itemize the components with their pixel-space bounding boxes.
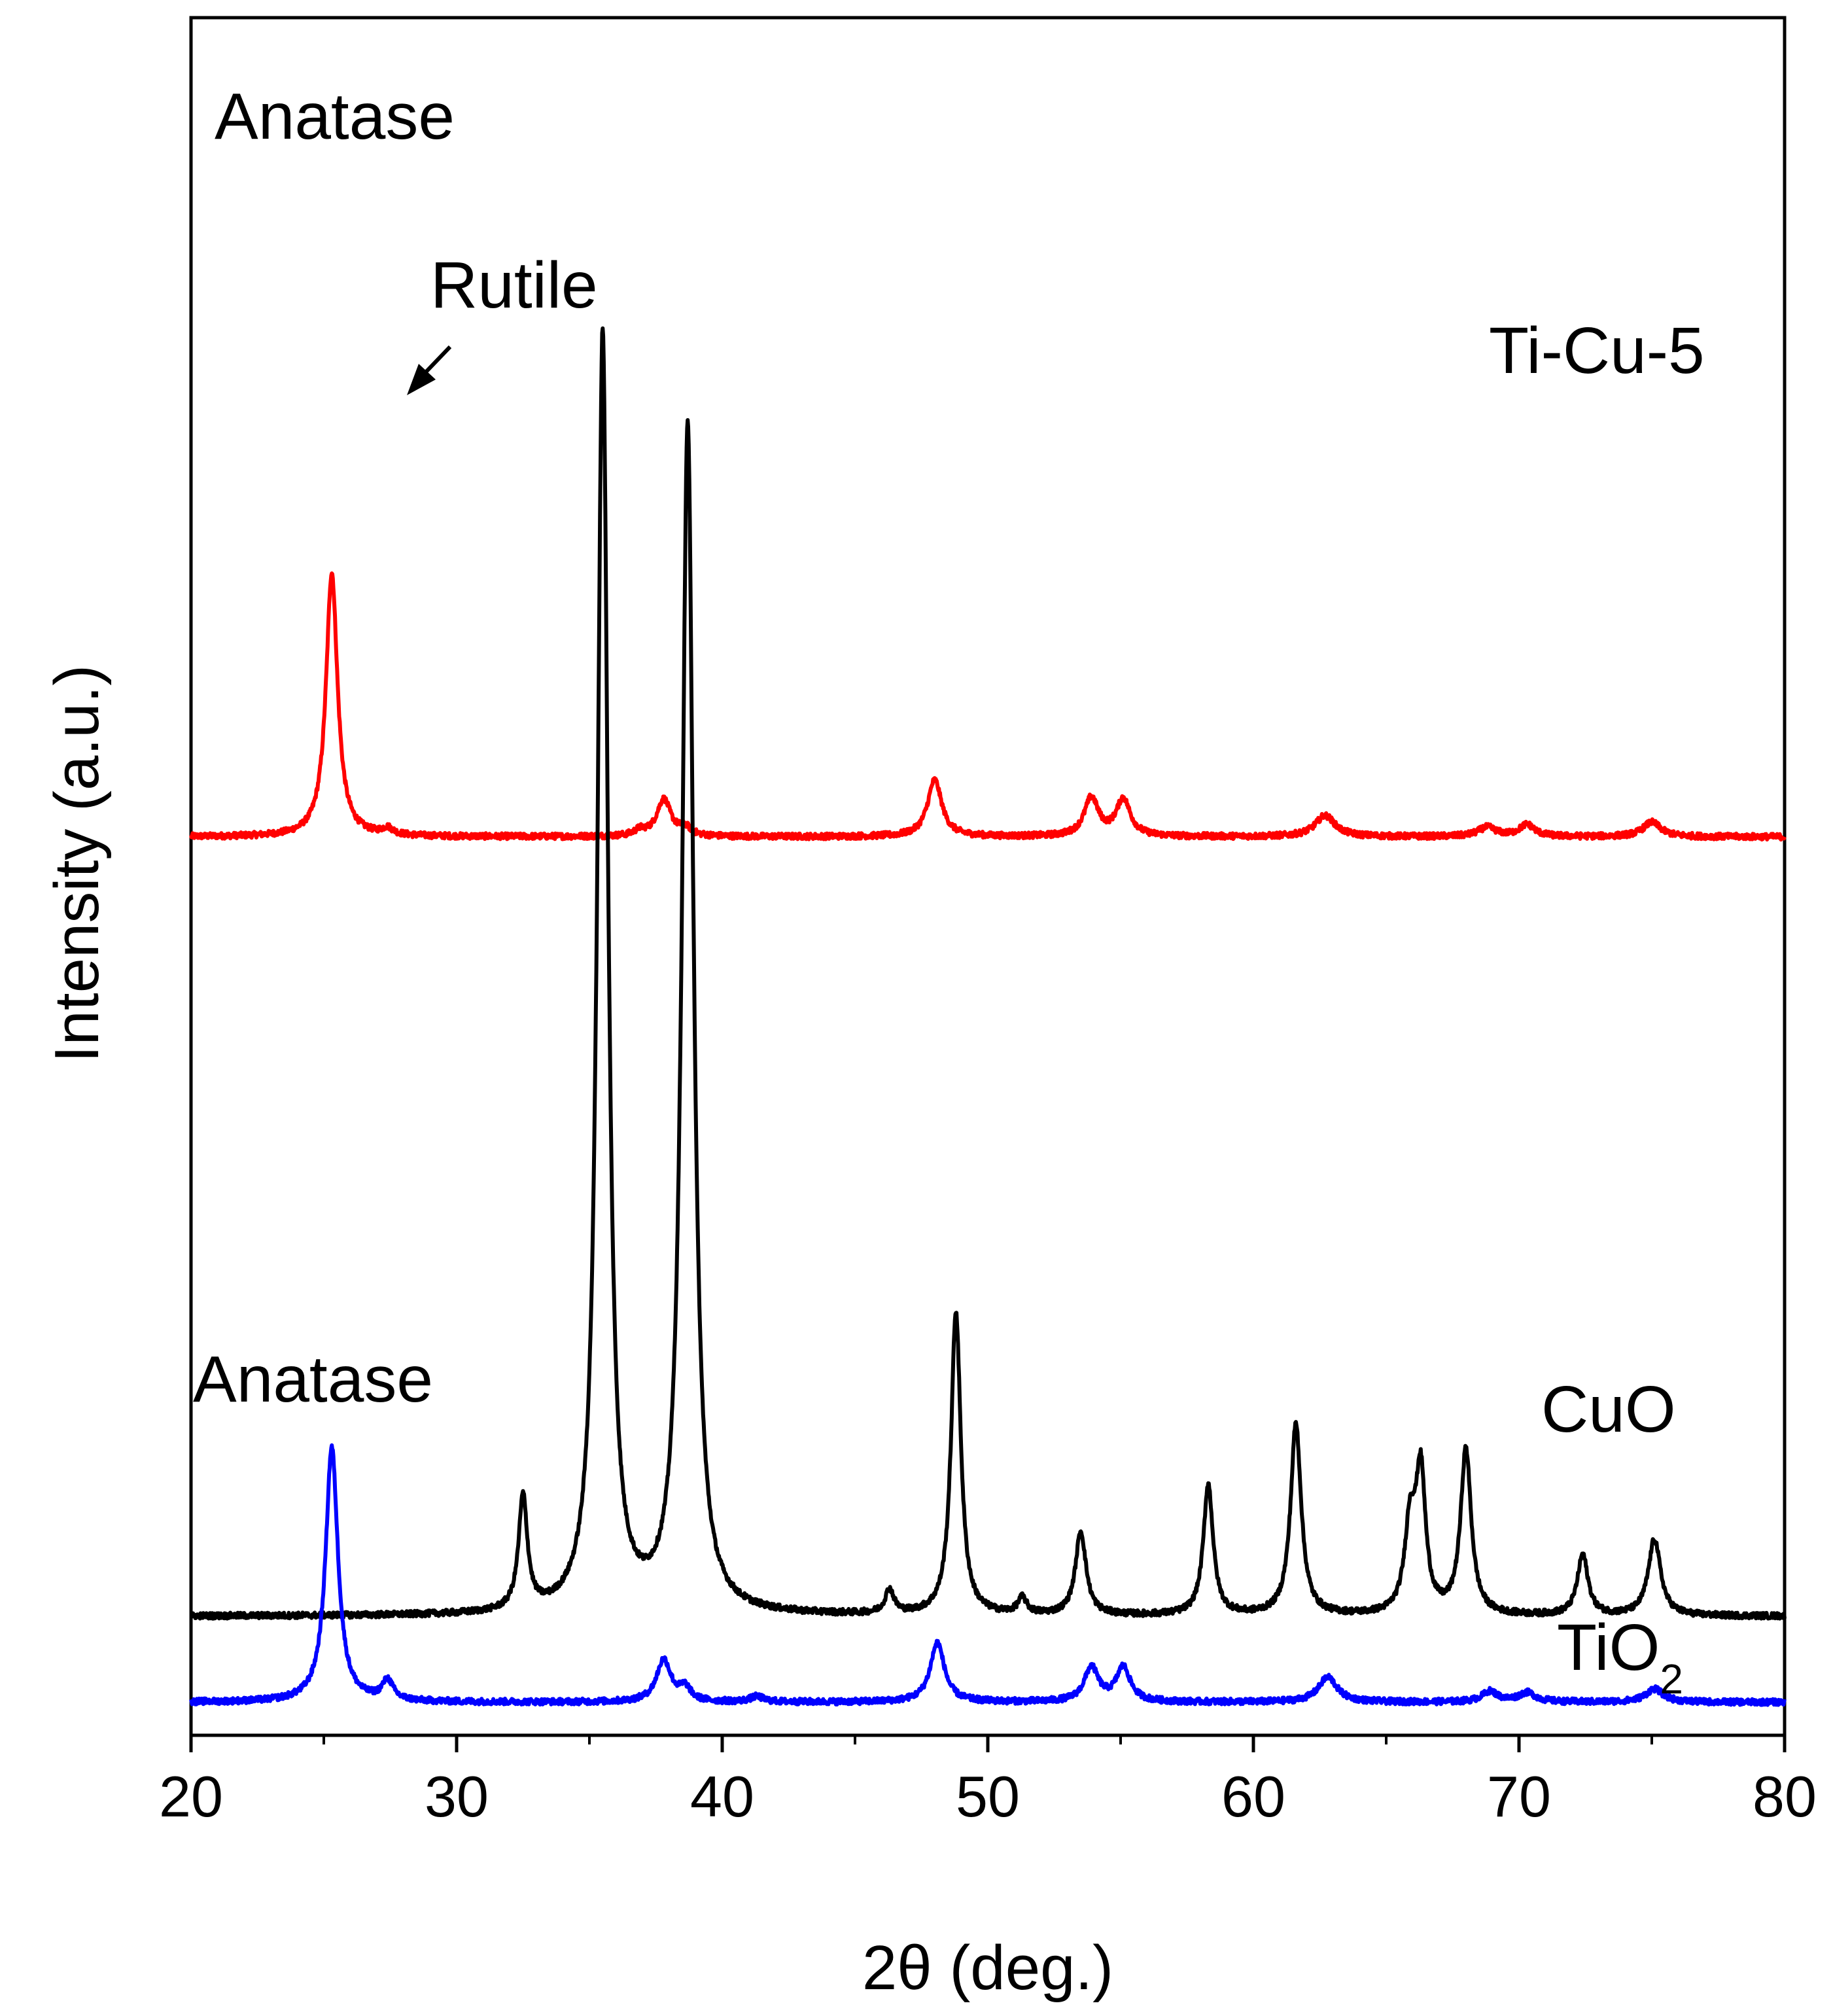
x-axis-label: 2θ (deg.) (862, 1933, 1113, 2003)
x-tick-label-20: 20 (159, 1764, 223, 1829)
x-tick-label-80: 80 (1753, 1764, 1817, 1829)
anatase-label-top: Anatase (215, 80, 455, 153)
series-label-tio2: TiO2 (1557, 1611, 1683, 1703)
series-group (189, 326, 1787, 1707)
x-tick-label-30: 30 (425, 1764, 489, 1829)
series-line-cuo (189, 326, 1787, 1621)
tio2-subscript: 2 (1660, 1655, 1683, 1703)
anatase-label-bottom: Anatase (193, 1343, 433, 1416)
rutile-arrow-icon (407, 345, 452, 395)
x-tick-label-40: 40 (690, 1764, 754, 1829)
y-axis-label: Intensity (a.u.) (42, 665, 112, 1063)
x-tick-label-70: 70 (1487, 1764, 1551, 1829)
series-line-ti-cu-5 (189, 571, 1787, 842)
tio2-main-text: TiO (1557, 1611, 1660, 1684)
x-tick-marks (189, 1735, 1787, 1752)
series-label-ti-cu-5: Ti-Cu-5 (1489, 314, 1705, 387)
series-line-tio2 (189, 1443, 1787, 1707)
x-tick-label-50: 50 (956, 1764, 1020, 1829)
x-tick-labels: 20 30 40 50 60 70 80 (159, 1764, 1817, 1829)
rutile-label: Rutile (430, 249, 598, 322)
series-label-cuo: CuO (1541, 1373, 1676, 1446)
x-tick-label-60: 60 (1221, 1764, 1285, 1829)
